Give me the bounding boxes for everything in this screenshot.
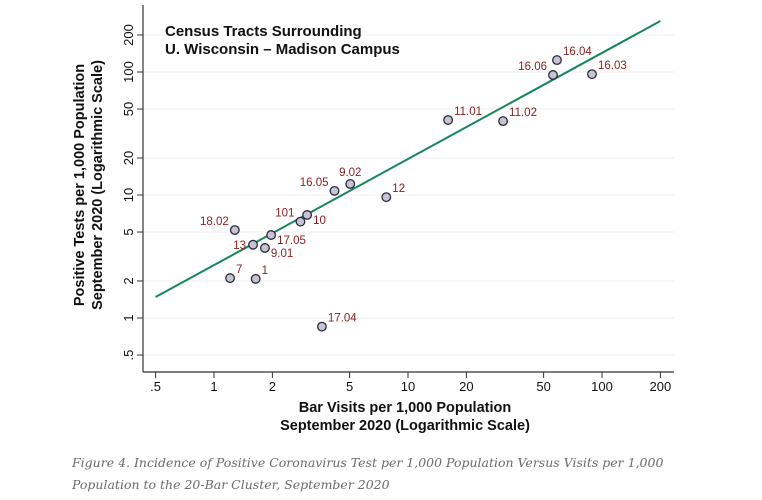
- y-tick-label: 2: [121, 277, 136, 284]
- data-point: [295, 216, 306, 227]
- x-tick-label: 1: [210, 379, 217, 394]
- x-tick-label: 2: [269, 379, 276, 394]
- data-point-label: 11.01: [454, 106, 482, 118]
- y-tick-label: 200: [121, 24, 136, 46]
- data-point: [229, 225, 240, 235]
- data-point-label: 13: [233, 240, 246, 252]
- data-point: [381, 192, 392, 203]
- x-tick-label: 10: [401, 379, 415, 394]
- data-point-label: 9.02: [339, 167, 361, 179]
- data-point: [316, 321, 327, 332]
- data-point-label: 16.04: [563, 46, 592, 58]
- y-tick-label: 50: [121, 102, 136, 116]
- x-axis-title-line-2: September 2020 (Logarithmic Scale): [280, 418, 530, 434]
- y-axis-title-line-1: Positive Tests per 1,000 Population: [72, 64, 88, 306]
- data-point-label: 101: [275, 208, 294, 220]
- x-tick-label: 20: [459, 379, 473, 394]
- y-tick-label: .5: [121, 350, 136, 361]
- data-point-label: 16.03: [598, 60, 627, 72]
- data-point-label: 11.02: [509, 107, 537, 119]
- data-point-label: 16.05: [300, 177, 329, 189]
- y-tick-label: 5: [121, 228, 136, 235]
- data-point: [225, 273, 236, 284]
- figure-caption: Figure 4. Incidence of Positive Coronavi…: [72, 452, 712, 496]
- data-point: [443, 115, 454, 125]
- x-tick-label: 200: [650, 379, 672, 394]
- x-axis-title-line-1: Bar Visits per 1,000 Population: [299, 400, 511, 416]
- y-tick-label: 1: [121, 314, 136, 321]
- fit-line: [155, 20, 661, 298]
- data-point-label: 7: [236, 264, 242, 276]
- data-point-label: 18.02: [200, 216, 229, 228]
- chart-title-line-1: Census Tracts Surrounding: [165, 23, 362, 40]
- caption-line-2: Population to the 20-Bar Cluster, Septem…: [72, 477, 390, 492]
- caption-line-1: Figure 4. Incidence of Positive Coronavi…: [72, 455, 664, 470]
- data-point: [498, 116, 509, 127]
- data-point-label: 17.04: [328, 313, 357, 325]
- x-tick-label: 50: [536, 379, 550, 394]
- x-tick-label: 5: [346, 379, 353, 394]
- y-tick-label: 100: [121, 61, 136, 83]
- y-axis-title-line-2: September 2020 (Logarithmic Scale): [90, 60, 106, 310]
- data-point: [248, 239, 259, 250]
- x-tick-label: 100: [591, 379, 613, 394]
- data-point-label: 16.06: [518, 61, 547, 73]
- data-point-label: 1: [262, 265, 268, 277]
- data-point-label: 12: [392, 183, 405, 195]
- data-point: [587, 69, 597, 80]
- gridlines: [144, 34, 674, 356]
- x-tick-label: .5: [150, 379, 161, 394]
- data-point-label: 10: [313, 215, 326, 227]
- data-point: [552, 55, 562, 66]
- chart-title-line-2: U. Wisconsin – Madison Campus: [165, 41, 400, 58]
- data-point: [345, 178, 356, 189]
- data-point: [259, 243, 270, 253]
- y-tick-label: 10: [121, 188, 136, 202]
- data-point: [266, 230, 277, 240]
- data-point-label: 9.01: [271, 248, 293, 260]
- y-tick-label: 20: [121, 151, 136, 165]
- data-point: [250, 273, 261, 284]
- data-point-label: 17.05: [277, 235, 306, 247]
- data-point: [548, 70, 558, 80]
- data-point: [329, 185, 340, 196]
- data-point: [302, 210, 313, 220]
